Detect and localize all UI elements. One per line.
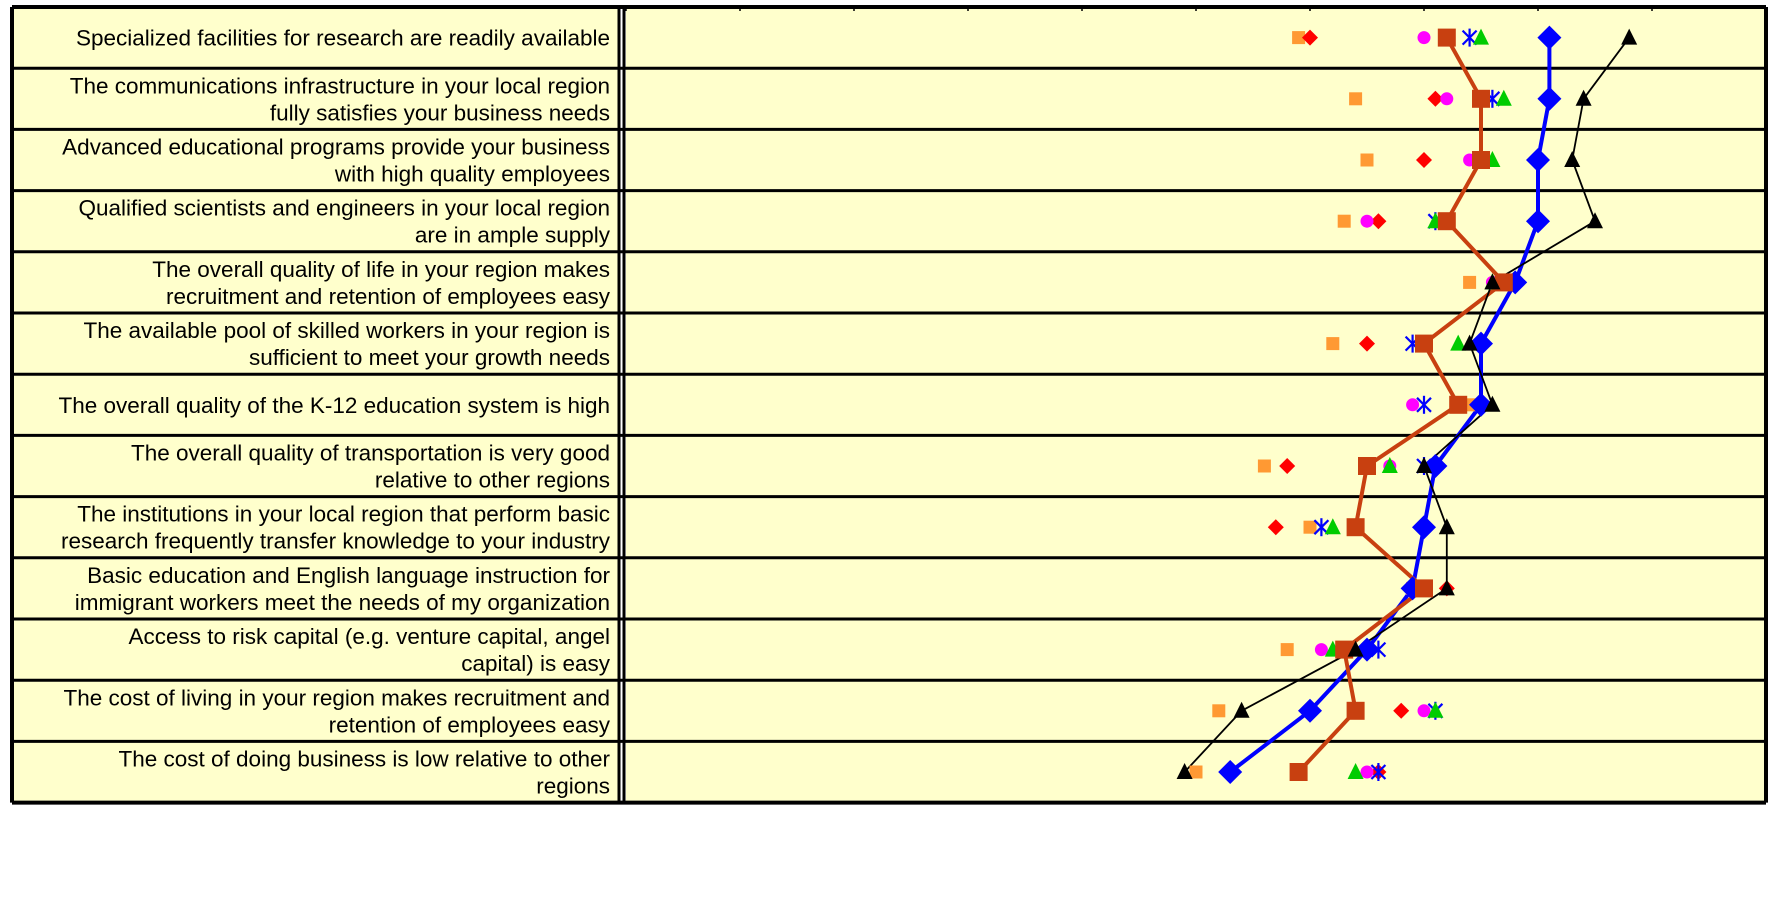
data-point [1303, 520, 1317, 534]
data-point [1347, 763, 1364, 779]
category-label: The communications infrastructure in you… [70, 73, 610, 98]
data-point [1360, 153, 1374, 167]
category-label: sufficient to meet your growth needs [249, 345, 610, 370]
data-point [1484, 395, 1501, 412]
data-point [1463, 275, 1477, 289]
data-point [1346, 701, 1365, 720]
data-point [1298, 698, 1322, 723]
data-point [1484, 273, 1501, 290]
data-point [1438, 518, 1455, 535]
data-point [1370, 763, 1387, 781]
data-point [1575, 89, 1592, 106]
data-point [1360, 214, 1374, 228]
data-point [1324, 518, 1341, 535]
data-point [1358, 457, 1376, 475]
data-point [1314, 643, 1328, 657]
data-point [1349, 92, 1363, 106]
data-point [1440, 92, 1454, 106]
data-point [1292, 31, 1306, 45]
category-label: The available pool of skilled workers in… [83, 318, 610, 343]
category-label: with high quality employees [334, 162, 610, 187]
category-label: recruitment and retention of employees e… [166, 284, 611, 309]
data-point [1438, 579, 1455, 596]
data-point [1587, 212, 1603, 229]
plot-area [626, 7, 1766, 803]
data-point [1337, 214, 1351, 228]
data-point [1537, 25, 1562, 50]
data-point [1621, 28, 1638, 45]
category-label: research frequently transfer knowledge t… [61, 529, 611, 554]
data-point [1472, 151, 1490, 169]
data-point [1189, 765, 1203, 779]
category-label: The cost of doing business is low relati… [118, 747, 610, 772]
data-point [1461, 334, 1478, 351]
label-panel [12, 7, 618, 803]
category-label: The overall quality of life in your regi… [152, 257, 610, 282]
data-point [1472, 89, 1490, 108]
data-point [1427, 90, 1444, 107]
category-label: Qualified scientists and engineers in yo… [78, 196, 610, 221]
data-point [1393, 702, 1410, 719]
data-point [1526, 209, 1550, 234]
category-label: capital) is easy [461, 651, 611, 676]
category-label: Basic education and English language ins… [87, 563, 610, 588]
data-point [1280, 643, 1294, 657]
category-label: Specialized facilities for research are … [76, 26, 610, 51]
category-label: fully satisfies your business needs [270, 100, 610, 125]
data-point [1412, 515, 1436, 540]
data-point [1326, 337, 1340, 351]
data-point [1212, 704, 1226, 718]
data-point [1564, 151, 1581, 167]
data-point [1381, 457, 1398, 473]
data-point [1526, 148, 1550, 172]
data-point [1416, 152, 1432, 168]
data-point [1494, 273, 1513, 292]
data-point [1415, 579, 1433, 598]
data-point [1495, 89, 1512, 106]
data-point [1302, 29, 1318, 46]
category-label: relative to other regions [375, 468, 610, 493]
category-label: The overall quality of the K-12 educatio… [58, 393, 610, 418]
data-point [1415, 334, 1433, 353]
data-point [1416, 457, 1432, 473]
category-label: The institutions in your local region th… [77, 502, 610, 527]
category-label: regions [536, 774, 610, 799]
category-label: are in ample supply [415, 223, 611, 248]
data-point [1176, 763, 1193, 779]
data-point [1346, 518, 1365, 537]
data-point [1279, 458, 1296, 474]
data-point [1473, 28, 1489, 45]
data-point [1335, 640, 1354, 659]
data-point [1370, 213, 1387, 230]
data-point [1427, 701, 1444, 718]
data-point [1537, 86, 1562, 111]
data-point [1360, 765, 1374, 779]
data-point [1233, 701, 1250, 718]
data-point [1406, 398, 1420, 412]
data-point [1437, 212, 1456, 231]
category-label: Access to risk capital (e.g. venture cap… [129, 624, 611, 649]
data-point [1417, 31, 1431, 45]
data-point [1416, 395, 1432, 414]
data-point [1218, 760, 1243, 784]
category-label: The cost of living in your region makes … [63, 685, 610, 710]
data-point [1267, 519, 1284, 536]
data-point [1437, 28, 1456, 47]
data-point [1289, 763, 1308, 781]
data-point [1417, 704, 1431, 718]
data-point [1359, 335, 1375, 352]
data-point [1449, 395, 1468, 414]
data-point [1450, 334, 1467, 351]
category-label: The overall quality of transportation is… [131, 441, 610, 466]
category-label: Advanced educational programs provide yo… [62, 135, 610, 160]
category-label: retention of employees easy [329, 712, 611, 737]
category-label: immigrant workers meet the needs of my o… [75, 590, 610, 615]
data-point [1347, 640, 1364, 657]
data-point [1257, 459, 1271, 473]
